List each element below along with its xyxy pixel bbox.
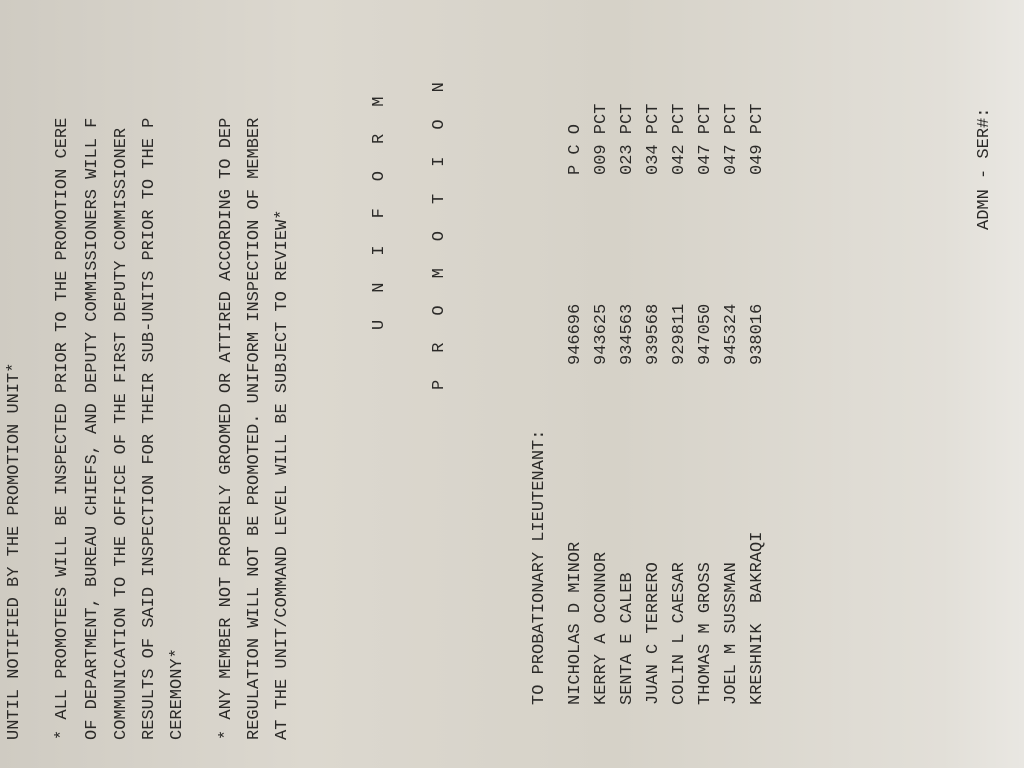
paragraph-line: * ANY MEMBER NOT PROPERLY GROOMED OR ATT…	[217, 117, 236, 740]
table-row: THOMAS M GROSS 947050 047 PCT	[696, 5, 716, 705]
heading-promotion: PROMOTION	[430, 55, 449, 390]
table-row: KERRY A OCONNOR 943625 009 PCT	[592, 5, 612, 705]
member-command: 049 PCT	[748, 103, 767, 175]
paragraph-line: AT THE UNIT/COMMAND LEVEL WILL BE SUBJEC…	[273, 209, 292, 741]
member-name: JOEL M SUSSMAN	[722, 562, 741, 705]
paragraph-line: REGULATION WILL NOT BE PROMOTED. UNIFORM…	[245, 117, 264, 740]
member-id: 943625	[592, 303, 611, 365]
member-id: 934563	[618, 303, 637, 365]
footer-serial: ADMN - SER#:	[975, 97, 994, 230]
member-id: 938016	[748, 303, 767, 365]
member-command: 009 PCT	[592, 103, 611, 175]
member-name: KERRY A OCONNOR	[592, 551, 611, 705]
paragraph-line: OF DEPARTMENT, BUREAU CHIEFS, AND DEPUTY…	[83, 117, 102, 740]
paragraph-line: RESULTS OF SAID INSPECTION FOR THEIR SUB…	[140, 117, 159, 740]
member-command: 034 PCT	[644, 103, 663, 175]
paragraph-line: * ALL PROMOTEES WILL BE INSPECTED PRIOR …	[53, 117, 72, 740]
table-row: COLIN L CAESAR 929811 042 PCT	[670, 5, 690, 705]
table-row: JUAN C TERRERO 939568 034 PCT	[644, 5, 664, 705]
header-line: UNTIL NOTIFIED BY THE PROMOTION UNIT*	[5, 362, 24, 740]
member-name: SENTA E CALEB	[618, 572, 637, 705]
member-command: 047 PCT	[722, 103, 741, 175]
table-row: NICHOLAS D MINOR 946696 P C O	[566, 5, 586, 705]
member-command: P C O	[566, 123, 585, 175]
member-id: 947050	[696, 303, 715, 365]
member-name: NICHOLAS D MINOR	[566, 541, 585, 705]
table-row: SENTA E CALEB 934563 023 PCT	[618, 5, 638, 705]
member-id: 946696	[566, 303, 585, 365]
member-id: 939568	[644, 303, 663, 365]
member-id: 929811	[670, 303, 689, 365]
member-command: 023 PCT	[618, 103, 637, 175]
member-command: 042 PCT	[670, 103, 689, 175]
member-name: COLIN L CAESAR	[670, 562, 689, 705]
table-row: JOEL M SUSSMAN 945324 047 PCT	[722, 5, 742, 705]
member-name: THOMAS M GROSS	[696, 562, 715, 705]
heading-uniform: UNIFORM	[370, 69, 389, 330]
member-command: 047 PCT	[696, 103, 715, 175]
member-name: JUAN C TERRERO	[644, 562, 663, 705]
section-title: TO PROBATIONARY LIEUTENANT:	[530, 429, 549, 705]
paragraph-line: COMMUNICATION TO THE OFFICE OF THE FIRST…	[112, 127, 131, 740]
table-row: KRESHNIK BAKRAQI 938016 049 PCT	[748, 5, 768, 705]
member-name: KRESHNIK BAKRAQI	[748, 531, 767, 705]
member-id: 945324	[722, 303, 741, 365]
paragraph-line: CEREMONY*	[168, 648, 187, 740]
